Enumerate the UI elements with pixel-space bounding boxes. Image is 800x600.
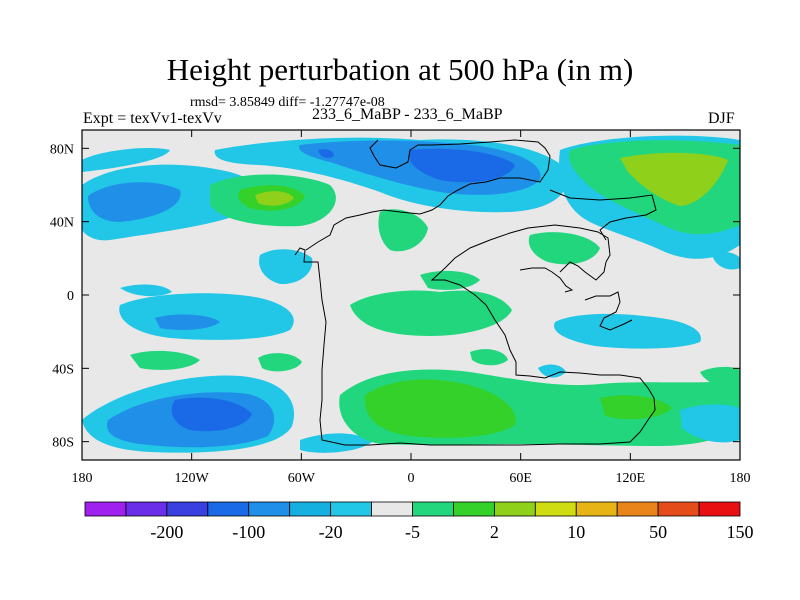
colorbar: -200 -100 -20 -5 2 10 50 150 <box>84 501 754 542</box>
y-tick-label: 40S <box>52 362 74 377</box>
colorbar-swatch <box>453 501 495 517</box>
contour-blob <box>470 349 508 366</box>
contour-blob <box>259 249 313 285</box>
colorbar-swatch <box>371 501 413 517</box>
y-tick-label: 80N <box>50 142 74 157</box>
colorbar-label: -20 <box>319 522 343 542</box>
colorbar-swatch <box>125 501 168 517</box>
contour-blob <box>712 252 740 270</box>
contour-blob <box>120 284 172 297</box>
y-tick-label: 0 <box>67 289 74 304</box>
coastline-eurasia <box>305 139 551 251</box>
contour-blob <box>538 364 566 378</box>
contour-blob <box>378 209 428 252</box>
y-tick-label: 80S <box>52 436 74 451</box>
contour-blob <box>130 350 200 370</box>
coastline-australia <box>584 291 633 331</box>
contour-blob <box>171 397 252 432</box>
chart-title: Height perturbation at 500 hPa (in m) <box>166 52 634 87</box>
contour-blob <box>408 148 515 183</box>
x-tick-label: 120E <box>616 471 646 486</box>
x-tick-label: 60E <box>509 471 532 486</box>
colorbar-swatch <box>207 501 250 517</box>
colorbar-label: 150 <box>727 522 754 542</box>
coastline-asia-east <box>549 189 657 241</box>
plot-area <box>82 130 740 460</box>
contour-blob <box>258 353 302 372</box>
contour-blob <box>364 379 516 438</box>
contour-blob <box>420 270 480 290</box>
colorbar-swatch <box>493 501 536 517</box>
contour-blob <box>255 191 294 206</box>
x-tick-label: 60W <box>288 471 316 486</box>
season-label: DJF <box>708 110 735 127</box>
contour-blob <box>82 148 170 172</box>
contour-blob <box>350 290 512 336</box>
colorbar-swatch <box>698 501 741 517</box>
contour-blob <box>155 314 220 330</box>
colorbar-swatch <box>657 501 700 517</box>
contour-blob <box>88 182 181 222</box>
experiment-label: Expt = texVv1-texVv <box>83 110 222 127</box>
colorbar-swatch <box>166 501 209 517</box>
x-tick-label: 180 <box>730 471 751 486</box>
x-tick-label: 0 <box>408 471 415 486</box>
colorbar-swatch <box>575 501 618 517</box>
contour-blob <box>680 404 740 443</box>
colorbar-label: 2 <box>490 522 499 542</box>
x-tick-label: 120W <box>175 471 210 486</box>
contour-blob <box>554 313 701 349</box>
y-axis: 80N 40N 0 40S 80S <box>50 142 740 451</box>
colorbar-swatch <box>330 501 372 517</box>
y-tick-label: 40N <box>50 216 74 231</box>
x-axis: 180 120W 60W 0 60E 120E 180 <box>72 130 751 486</box>
coastline-americas <box>294 224 656 446</box>
contour-blob <box>528 232 600 265</box>
colorbar-swatch <box>412 501 454 517</box>
stats-text: rmsd= 3.85849 diff= -1.27747e-08 <box>190 95 385 110</box>
colorbar-label: -5 <box>405 522 420 542</box>
colorbar-label: -100 <box>232 522 265 542</box>
x-tick-label: 180 <box>72 471 93 486</box>
colorbar-label: 10 <box>567 522 585 542</box>
case-label: 233_6_MaBP - 233_6_MaBP <box>312 106 503 123</box>
coastlines <box>294 139 657 446</box>
colorbar-swatch <box>84 501 127 517</box>
contour-blob <box>318 149 334 158</box>
contour-blob <box>620 152 728 206</box>
colorbar-swatch <box>534 501 577 517</box>
colorbar-swatch <box>248 501 291 517</box>
coastline-mediterranean <box>519 267 574 293</box>
colorbar-label: -200 <box>150 522 183 542</box>
colorbar-label: 50 <box>649 522 667 542</box>
colorbar-swatch <box>616 501 659 517</box>
colorbar-swatch <box>289 501 332 517</box>
